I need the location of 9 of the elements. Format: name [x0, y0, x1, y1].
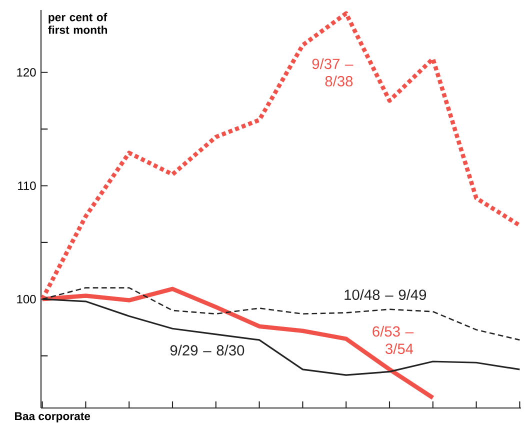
y-axis-title: per cent of first month: [48, 12, 108, 34]
y-tick-label: 120: [17, 68, 36, 77]
series-label: 10/48 – 9/49: [344, 289, 426, 300]
series-label: 9/37 – 8/38: [312, 58, 354, 86]
series-label: 9/29 – 8/30: [170, 344, 244, 356]
text: Baa corporate: [15, 412, 90, 422]
y-tick-label: 110: [18, 181, 36, 190]
y-tick-label: 100: [17, 294, 36, 304]
series-label: 6/53 – 3/54: [372, 326, 414, 354]
